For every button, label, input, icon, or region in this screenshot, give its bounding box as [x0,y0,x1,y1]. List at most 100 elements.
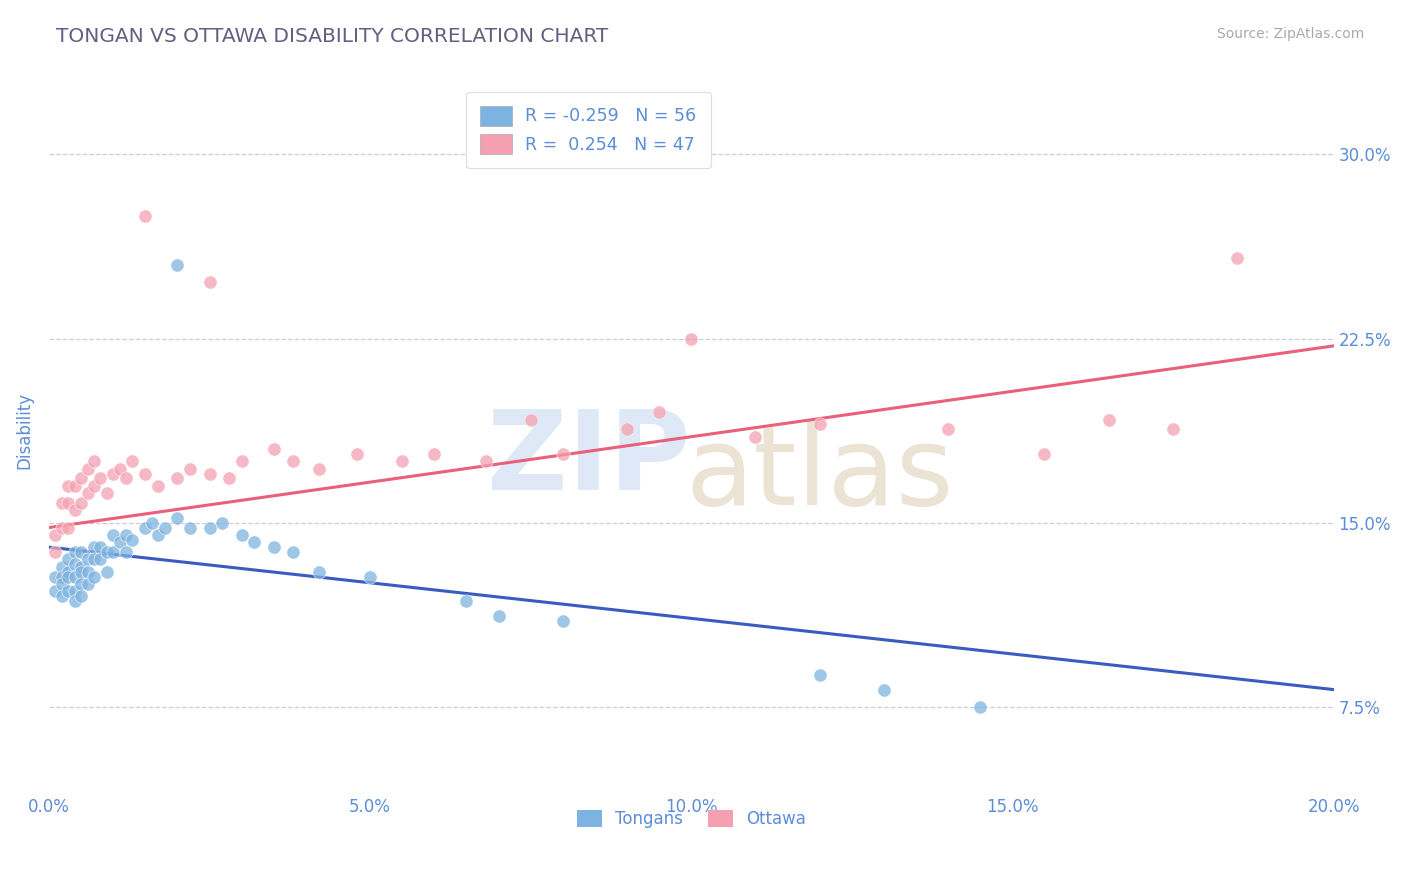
Point [58,584,80,599]
Point [198,520,221,534]
Point [263,540,285,554]
Point [83,479,105,493]
Text: TONGAN VS OTTAWA DISABILITY CORRELATION CHART: TONGAN VS OTTAWA DISABILITY CORRELATION … [56,27,609,45]
Point [648,405,671,419]
Point [70,577,93,591]
Point [808,417,831,432]
Point [551,614,574,628]
Point [58,552,80,566]
Y-axis label: Disability: Disability [15,392,32,469]
Point [488,608,510,623]
Point [134,520,156,534]
Point [83,454,105,468]
Point [263,442,285,456]
Point [51,577,73,591]
Point [616,422,638,436]
Point [808,668,831,682]
Point [146,528,169,542]
Point [744,430,766,444]
Point [58,520,80,534]
Point [281,545,304,559]
Point [551,447,574,461]
Point [346,447,368,461]
Point [936,422,959,436]
Point [423,447,446,461]
Point [44,584,66,599]
Point [51,496,73,510]
Point [89,552,111,566]
Point [44,569,66,583]
Point [83,552,105,566]
Point [108,535,131,549]
Point [243,535,266,549]
Point [115,528,138,542]
Point [1226,251,1249,265]
Point [96,565,118,579]
Point [63,503,86,517]
Point [308,565,330,579]
Point [103,467,125,481]
Point [103,545,125,559]
Point [70,496,93,510]
Point [58,479,80,493]
Point [281,454,304,468]
Legend: Tongans, Ottawa: Tongans, Ottawa [569,804,813,835]
Point [969,699,991,714]
Point [1098,412,1121,426]
Point [115,471,138,485]
Text: ZIP: ZIP [486,406,690,513]
Point [121,533,143,547]
Point [308,461,330,475]
Point [44,545,66,559]
Point [70,545,93,559]
Point [96,545,118,559]
Point [63,594,86,608]
Point [58,569,80,583]
Point [519,412,541,426]
Point [63,479,86,493]
Point [76,565,98,579]
Point [1033,447,1056,461]
Point [391,454,413,468]
Point [103,528,125,542]
Point [51,589,73,603]
Point [681,332,703,346]
Point [134,467,156,481]
Point [63,569,86,583]
Point [873,682,896,697]
Point [51,569,73,583]
Point [179,461,201,475]
Point [83,540,105,554]
Point [115,545,138,559]
Point [198,275,221,289]
Point [456,594,478,608]
Point [76,486,98,500]
Point [76,552,98,566]
Point [51,559,73,574]
Point [96,486,118,500]
Point [76,577,98,591]
Point [83,569,105,583]
Point [89,540,111,554]
Point [70,565,93,579]
Text: Source: ZipAtlas.com: Source: ZipAtlas.com [1216,27,1364,41]
Point [198,467,221,481]
Point [179,520,201,534]
Point [1161,422,1184,436]
Text: atlas: atlas [686,420,953,527]
Point [63,558,86,572]
Point [58,496,80,510]
Point [70,471,93,485]
Point [218,471,240,485]
Point [70,559,93,574]
Point [121,454,143,468]
Point [108,461,131,475]
Point [166,510,188,524]
Point [58,565,80,579]
Point [141,516,163,530]
Point [231,454,253,468]
Point [44,528,66,542]
Point [474,454,496,468]
Point [89,471,111,485]
Point [211,516,233,530]
